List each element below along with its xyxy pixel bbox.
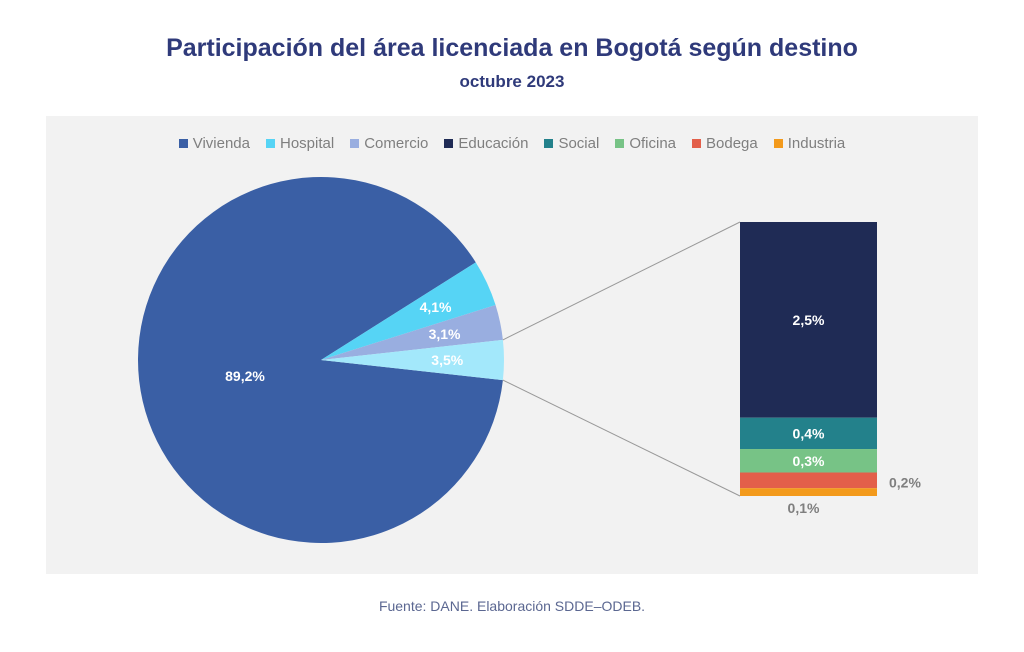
legend-label: Educación [458,135,529,152]
legend-item-educacion: Educación [444,135,528,152]
bar-label: 0,4% [793,425,825,441]
legend-swatch [692,139,701,148]
legend-label: Comercio [364,135,429,152]
chart-panel: Vivienda Hospital Comercio Educación Soc… [46,116,978,574]
bar-label: 2,5% [793,312,825,328]
pie-slice-otros [321,339,504,381]
bar-of-pie-chart: 89,2% 4,1% 3,1% 3,5% 2,5% 0,4% 0,3% 0,2% 0,1% [137,177,921,543]
legend-swatch [773,139,783,148]
legend-swatch [178,139,188,148]
pie-slice-hospital [321,262,496,360]
pie-label: 3,5% [431,352,463,368]
legend-item-oficina: Oficina [615,135,676,152]
chart-title: Participación del área licenciada en Bog… [166,34,858,62]
legend-swatch [444,139,454,148]
pie-label: 4,1% [420,299,452,315]
legend-label: Oficina [629,135,676,152]
legend-swatch [266,139,275,148]
connector-line [502,221,741,341]
connector-line [502,379,741,497]
legend: Vivienda Hospital Comercio Educación Soc… [46,135,978,152]
legend-label: Industria [787,135,846,152]
pie-label: 89,2% [225,368,265,384]
bar-label: 0,1% [788,500,820,516]
legend-item-bodega: Bodega [692,135,758,152]
legend-label: Hospital [280,135,335,152]
legend-swatch [615,139,625,148]
legend-label: Vivienda [192,135,250,152]
legend-swatch [544,139,554,148]
legend-label: Bodega [706,135,758,152]
legend-item-comercio: Comercio [350,135,428,152]
bar-segment-oficina [740,449,877,473]
bar-label: 0,2% [889,474,921,490]
source-note: Fuente: DANE. Elaboración SDDE–ODEB. [378,598,646,614]
bar-segment-social [740,417,877,450]
pie-slice-vivienda [137,177,503,543]
chart-subtitle: octubre 2023 [459,72,565,91]
legend-swatch [350,139,360,148]
legend-item-vivienda: Vivienda [178,135,250,152]
legend-label: Social [558,135,600,152]
bar-segment-bodega [740,472,877,489]
pie-label: 3,1% [429,326,461,342]
legend-item-industria: Industria [773,135,846,152]
legend-item-social: Social [544,135,599,152]
bar-segment-educacion [740,222,877,418]
pie-slice-comercio [321,305,503,360]
bar-segment-industria [740,488,877,496]
legend-item-hospital: Hospital [266,135,334,152]
bar-label: 0,3% [793,453,825,469]
